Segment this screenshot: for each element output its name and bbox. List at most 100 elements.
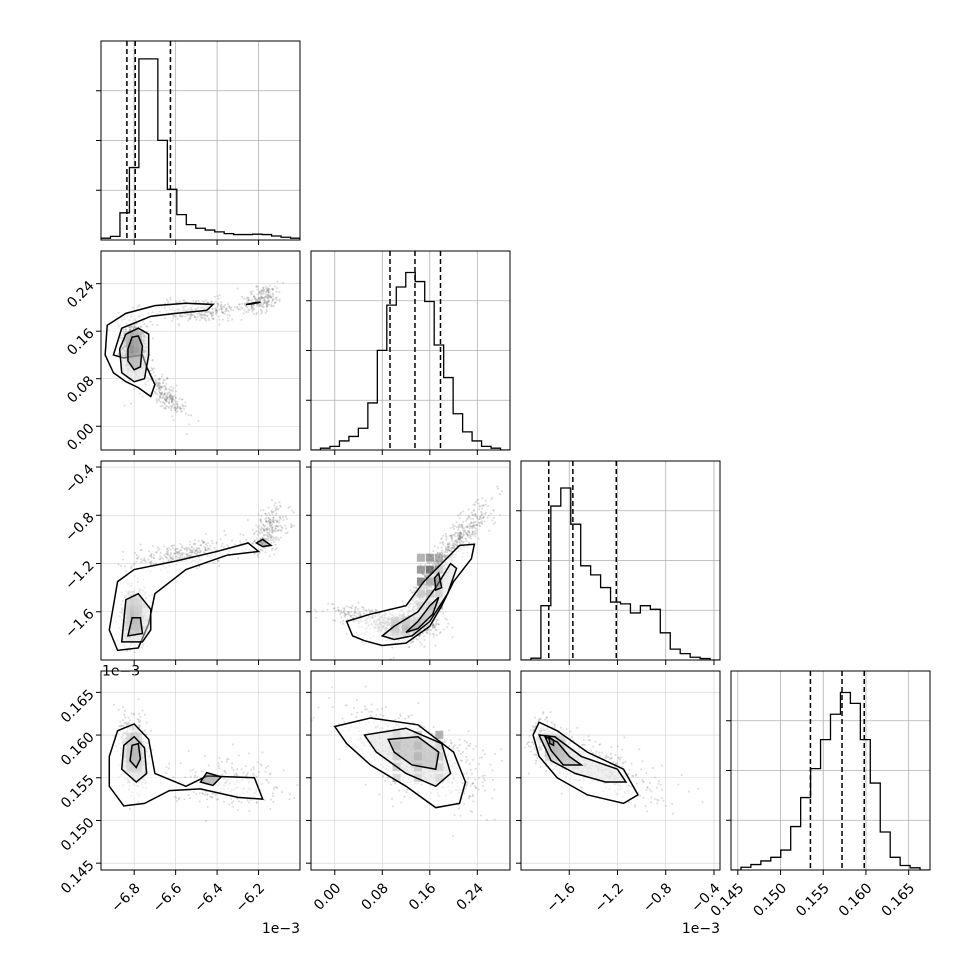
scatter-point: [193, 549, 196, 552]
scatter-point: [123, 344, 126, 347]
scatter-point: [332, 619, 335, 622]
scatter-point: [193, 316, 196, 319]
scatter-point: [262, 302, 265, 305]
scatter-point: [158, 387, 161, 390]
scatter-point: [271, 547, 274, 550]
scatter-point: [208, 319, 211, 322]
scatter-point: [460, 523, 463, 526]
scatter-point: [178, 397, 181, 400]
scatter-point: [459, 538, 462, 541]
scatter-point: [345, 632, 348, 635]
scatter-point: [468, 536, 471, 539]
scatter-point: [391, 646, 394, 649]
scatter-point: [198, 548, 201, 551]
scatter-point: [268, 528, 271, 531]
scatter-point: [122, 550, 125, 553]
scatter-point: [423, 638, 426, 641]
scatter-point: [177, 323, 180, 326]
scatter-point: [171, 398, 174, 401]
scatter-point: [476, 523, 479, 526]
scatter-point: [262, 290, 265, 293]
scatter-point: [423, 574, 426, 577]
scatter-point: [222, 305, 225, 308]
scatter-point: [481, 507, 484, 510]
scatter-point: [236, 287, 239, 290]
scatter-point: [266, 301, 269, 304]
scatter-point: [468, 525, 471, 528]
scatter-point: [442, 554, 445, 557]
scatter-point: [454, 543, 457, 546]
scatter-point: [159, 395, 162, 398]
scatter-point: [163, 392, 166, 395]
scatter-point: [220, 303, 223, 306]
scatter-point: [455, 539, 458, 542]
scatter-point: [458, 534, 461, 537]
scatter-point: [260, 514, 263, 517]
y-tick-label: 0.24: [64, 278, 97, 311]
scatter-point: [243, 297, 246, 300]
scatter-point: [220, 301, 223, 304]
scatter-point: [207, 310, 210, 313]
scatter-point: [168, 391, 171, 394]
scatter-point: [492, 509, 495, 512]
scatter-point: [261, 543, 264, 546]
scatter-point: [267, 300, 270, 303]
scatter-point: [431, 563, 434, 566]
scatter-point: [355, 615, 358, 618]
scatter-point: [266, 301, 269, 304]
scatter-point: [251, 528, 254, 531]
scatter-point: [142, 340, 145, 343]
scatter-point: [450, 546, 453, 549]
scatter-point: [274, 507, 277, 510]
scatter-point: [452, 533, 455, 536]
scatter-point: [369, 610, 372, 613]
scatter-point: [474, 520, 477, 523]
scatter-point: [448, 547, 451, 550]
scatter-point: [191, 549, 194, 552]
scatter-point: [150, 554, 153, 557]
scatter-point: [463, 529, 466, 532]
scatter-point: [141, 332, 144, 335]
scatter-point: [221, 311, 224, 314]
x-tick-label: 0.165: [879, 880, 919, 920]
scatter-point: [256, 299, 259, 302]
scatter-point: [136, 557, 139, 560]
scatter-point: [474, 501, 477, 504]
scatter-point: [429, 629, 432, 632]
scatter-point: [452, 527, 455, 530]
scatter-point: [371, 610, 374, 613]
scatter-point: [473, 515, 476, 518]
scatter-point: [466, 535, 469, 538]
scatter-point: [238, 303, 241, 306]
scatter-point: [262, 303, 265, 306]
scatter-point: [254, 296, 257, 299]
scatter-point: [213, 546, 216, 549]
scatter-point: [425, 575, 428, 578]
scatter-point: [252, 308, 255, 311]
scatter-point: [476, 517, 479, 520]
scatter-point: [461, 537, 464, 540]
scatter-point: [254, 297, 257, 300]
scatter-point: [204, 549, 207, 552]
scatter-point: [260, 526, 263, 529]
scatter-point: [171, 401, 174, 404]
scatter-point: [181, 551, 184, 554]
scatter-point: [367, 608, 370, 611]
density-cell: [133, 345, 142, 354]
scatter-point: [271, 531, 274, 534]
scatter-point: [237, 557, 240, 560]
scatter-point: [271, 548, 274, 551]
scatter-point: [122, 354, 125, 357]
scatter-point: [277, 529, 280, 532]
scatter-point: [171, 390, 174, 393]
scatter-point: [418, 635, 421, 638]
scatter-point: [266, 514, 269, 517]
scatter-point: [159, 391, 162, 394]
scatter-point: [229, 307, 232, 310]
scatter-point: [288, 505, 291, 508]
x-axis-1-1: [334, 450, 478, 455]
scatter-point: [266, 520, 269, 523]
scatter-point: [280, 529, 283, 532]
scatter-point: [168, 398, 171, 401]
scatter-point: [210, 540, 213, 543]
